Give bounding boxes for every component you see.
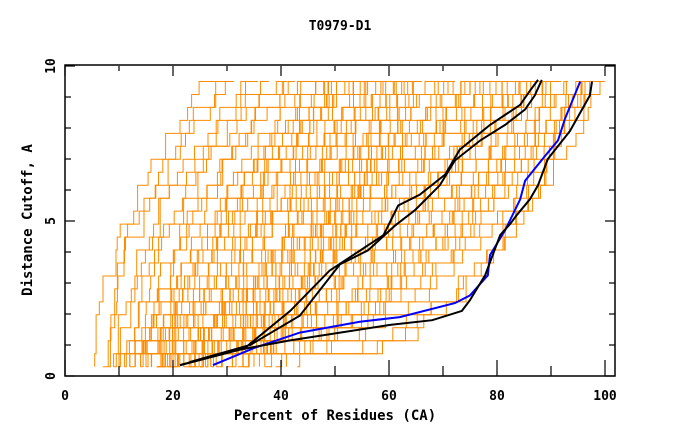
model-curve bbox=[167, 81, 327, 367]
model-curve bbox=[156, 81, 422, 368]
model-curve bbox=[167, 81, 447, 368]
model-curve bbox=[253, 81, 558, 367]
x-tick-label: 40 bbox=[273, 389, 289, 404]
model-curve bbox=[177, 81, 454, 367]
model-curve bbox=[123, 81, 269, 367]
y-axis-label: Distance Cutoff, A bbox=[20, 144, 36, 296]
model-curve bbox=[231, 81, 533, 367]
model-curve bbox=[216, 81, 605, 368]
x-tick-label: 100 bbox=[593, 389, 617, 404]
model-curve bbox=[140, 81, 377, 367]
y-tick-label: 5 bbox=[44, 217, 59, 225]
model-curve bbox=[107, 81, 234, 367]
model-curve bbox=[129, 81, 282, 367]
plot-frame bbox=[64, 64, 616, 377]
highlight-curves bbox=[179, 79, 593, 367]
black-model-b-line bbox=[179, 79, 539, 367]
model-curve bbox=[94, 81, 224, 367]
model-curve bbox=[194, 81, 568, 368]
model-curve bbox=[134, 81, 341, 367]
model-curve bbox=[188, 81, 468, 367]
model-curves bbox=[94, 81, 605, 368]
model-curve bbox=[129, 81, 369, 368]
model-curve bbox=[113, 81, 252, 367]
model-curve bbox=[145, 81, 479, 367]
y-tick-label: 0 bbox=[44, 372, 59, 380]
black-model-a-line bbox=[179, 81, 593, 367]
model-curve bbox=[146, 81, 346, 368]
chart-title: T0979-D1 bbox=[309, 19, 372, 34]
model-curve bbox=[297, 81, 582, 368]
model-curve bbox=[243, 81, 547, 368]
x-axis-label: Percent of Residues (CA) bbox=[234, 408, 436, 424]
x-tick-label: 80 bbox=[489, 389, 505, 404]
model-curve bbox=[253, 81, 580, 367]
model-curve bbox=[156, 81, 317, 368]
x-tick-label: 60 bbox=[381, 389, 397, 404]
model-curve bbox=[210, 81, 502, 367]
model-curve bbox=[102, 81, 234, 368]
x-tick-label: 0 bbox=[61, 389, 69, 404]
axes: 0 20 40 60 80 100 0 5 10 bbox=[44, 58, 617, 404]
model-curve bbox=[221, 81, 516, 367]
black-model-c-line bbox=[189, 79, 543, 364]
y-tick-label: 10 bbox=[44, 58, 59, 74]
model-curve bbox=[151, 81, 393, 368]
x-tick-label: 20 bbox=[165, 389, 181, 404]
